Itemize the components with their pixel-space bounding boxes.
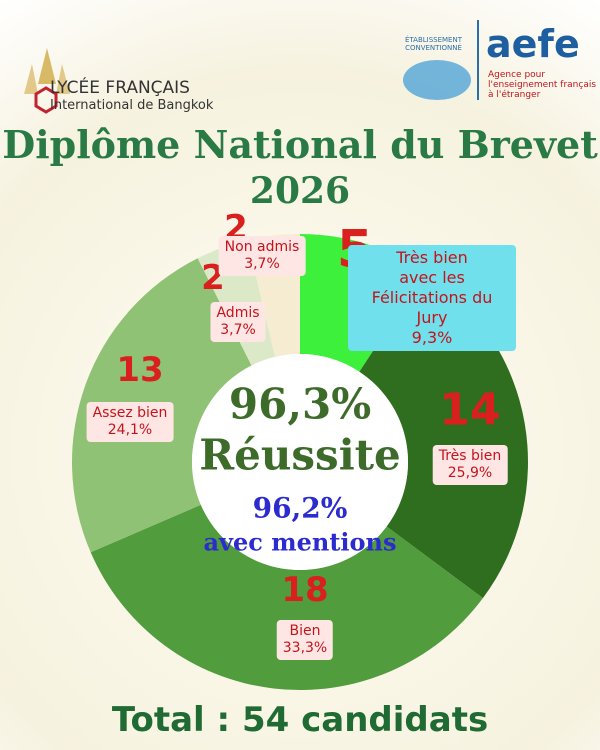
- school-logo: [24, 48, 70, 114]
- share-label: 3,7%: [244, 256, 280, 272]
- category-box: Bien 33,3%: [276, 620, 334, 660]
- donut-hole: [192, 354, 408, 570]
- school-name: LYCÉE FRANÇAIS: [50, 78, 190, 98]
- world-map: [403, 60, 471, 100]
- center-mentions-label: avec mentions: [203, 527, 397, 557]
- category-label: Admis: [216, 305, 260, 321]
- subtitle: 2026: [249, 170, 351, 212]
- center-rate: 96,3%: [228, 379, 372, 429]
- category-box: Très bien 25,9%: [432, 445, 508, 485]
- footer-total: Total : 54 candidats: [111, 700, 489, 740]
- count-label: 13: [116, 350, 164, 390]
- share-label: 33,3%: [282, 640, 328, 656]
- aefe-logo: aefe: [486, 22, 580, 66]
- divider: [477, 20, 479, 100]
- share-label: 24,1%: [107, 422, 153, 438]
- aefe-tag: ÉTABLISSEMENT CONVENTIONNÉ: [405, 36, 462, 52]
- aefe-desc: Agence pour l'enseignement français à l'…: [488, 70, 597, 100]
- category-box: Non admis 3,7%: [218, 236, 306, 276]
- count-label: 18: [281, 570, 329, 610]
- share-label: 25,9%: [447, 465, 493, 481]
- category-label: Non admis: [224, 239, 300, 255]
- category-label: Assez bien: [92, 405, 168, 421]
- category-box: Assez bien 24,1%: [86, 402, 174, 442]
- count-label: 14: [439, 384, 501, 436]
- center-mentions: 96,2%: [252, 491, 348, 525]
- category-label: Très bien: [438, 448, 502, 464]
- category-label: Bien: [289, 623, 321, 639]
- category-label: Très bien avec les Félicitations du Jury: [371, 248, 493, 327]
- share-label: 9,3%: [411, 328, 453, 347]
- school-sub: International de Bangkok: [50, 98, 214, 113]
- donut-segment: [359, 271, 528, 599]
- category-box: Admis 3,7%: [210, 302, 266, 342]
- title: Diplôme National du Brevet: [2, 122, 598, 167]
- category-box: Très bien avec les Félicitations du Jury…: [348, 245, 516, 351]
- share-label: 3,7%: [220, 322, 256, 338]
- donut-segment: [90, 504, 483, 690]
- center-rate-label: Réussite: [199, 430, 401, 480]
